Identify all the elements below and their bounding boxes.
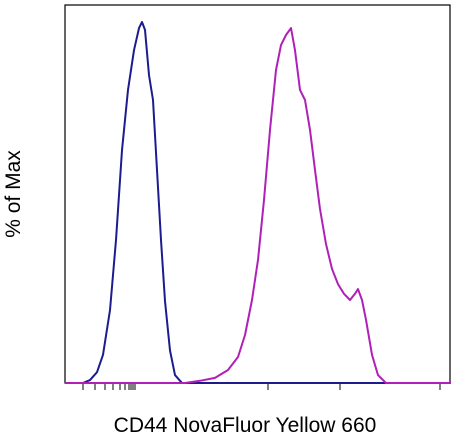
histogram-line <box>65 27 451 384</box>
plot-frame <box>64 4 451 384</box>
y-axis-label: % of Max <box>2 150 25 238</box>
histogram-line <box>65 21 451 384</box>
x-axis-label: CD44 NovaFluor Yellow 660 <box>114 414 377 437</box>
